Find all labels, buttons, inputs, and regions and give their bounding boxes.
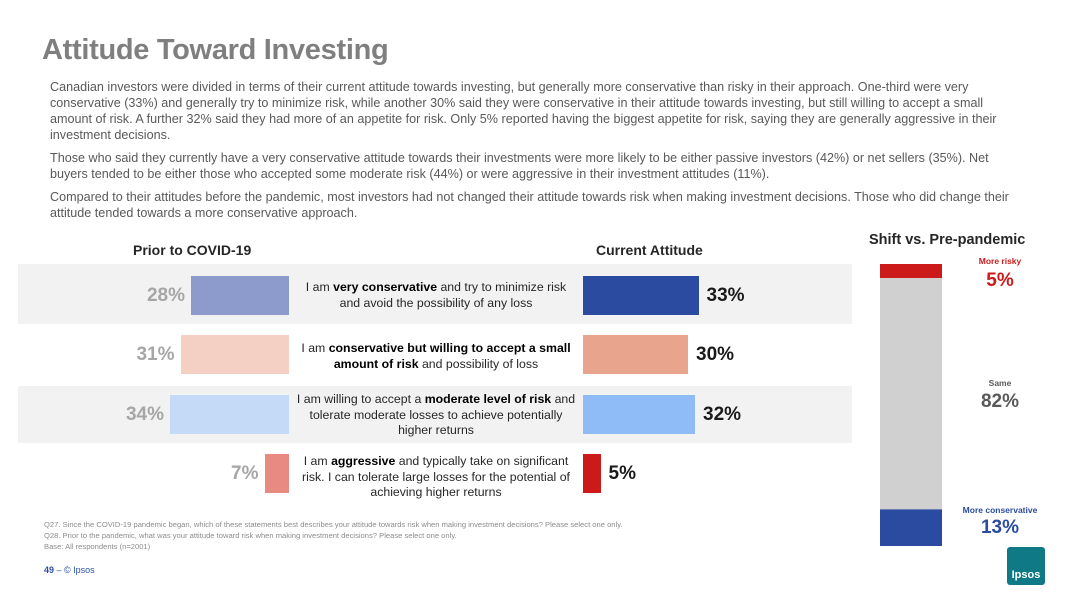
shift-value-more-conservative: 13% <box>980 517 1020 538</box>
shift-segment <box>880 509 942 546</box>
shift-stacked-bar <box>880 264 942 546</box>
shift-label-same: Same <box>988 378 1012 388</box>
footnote-base: Base: All respondents (n=2001) <box>44 542 151 551</box>
prior-chart-title: Prior to COVID-19 <box>133 242 252 258</box>
statement-aggressive: I am aggressive and typically take on si… <box>302 454 570 499</box>
current-bar <box>583 395 695 434</box>
current-bar <box>583 335 688 374</box>
summary-paragraph-1: Canadian investors were divided in terms… <box>50 80 997 142</box>
current-value-label: 5% <box>608 463 636 484</box>
current-value-label: 32% <box>703 404 742 425</box>
page-footer: 49 – © Ipsos <box>44 565 95 575</box>
shift-value-same: 82% <box>980 391 1020 412</box>
statement-very-conservative: I am very conservative and try to minimi… <box>305 280 567 310</box>
prior-value-label: 31% <box>136 344 175 365</box>
row-band-1 <box>18 264 852 324</box>
current-bar <box>583 276 699 315</box>
shift-label-more-conservative: More conservative <box>962 505 1038 515</box>
footnote-q28: Q28. Prior to the pandemic, what was you… <box>44 531 457 540</box>
shift-chart-title: Shift vs. Pre-pandemic <box>869 232 1026 248</box>
current-bar <box>583 454 601 493</box>
shift-segment <box>880 278 942 510</box>
shift-segment <box>880 264 942 279</box>
row-band-3 <box>18 386 852 443</box>
ipsos-logo: Ipsos <box>1007 547 1045 585</box>
prior-value-label: 28% <box>146 285 185 306</box>
shift-label-more-risky: More risky <box>978 256 1022 266</box>
current-value-label: 30% <box>696 344 735 365</box>
prior-value-label: 34% <box>125 404 164 425</box>
copyright: – © Ipsos <box>56 565 95 575</box>
shift-value-more-risky: 5% <box>986 270 1014 291</box>
current-chart-title: Current Attitude <box>596 242 703 258</box>
prior-bar <box>170 395 289 434</box>
current-value-label: 33% <box>706 285 745 306</box>
statement-moderate: I am willing to accept a moderate level … <box>296 392 576 437</box>
page-number: 49 <box>44 565 55 575</box>
summary-paragraph-2: Those who said they currently have a ver… <box>50 151 989 181</box>
summary-paragraph-3: Compared to their attitudes before the p… <box>50 190 1009 220</box>
prior-bar <box>264 454 289 493</box>
footnote-q27: Q27. Since the COVID-19 pandemic began, … <box>44 520 623 529</box>
logo-text: Ipsos <box>1011 569 1041 581</box>
prior-value-label: 7% <box>231 463 259 484</box>
prior-bar <box>191 276 289 315</box>
page-title: Attitude Toward Investing <box>42 34 389 66</box>
prior-bar <box>180 335 289 374</box>
statement-conservative: I am conservative but willing to accept … <box>301 341 571 371</box>
